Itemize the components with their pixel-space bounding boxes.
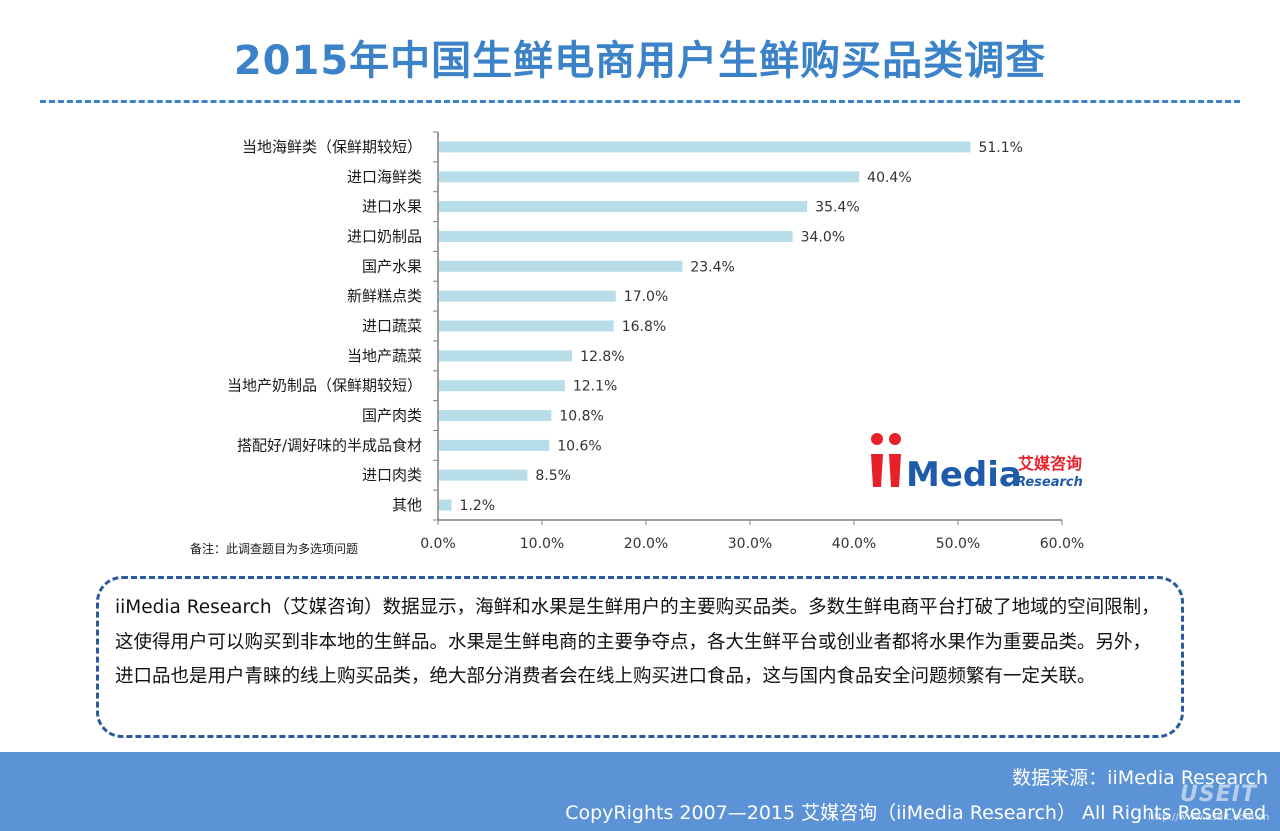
- bar: [439, 499, 452, 511]
- category-label: 当地海鲜类（保鲜期较短）: [242, 138, 422, 156]
- bar: [439, 469, 528, 481]
- x-tick-label: 30.0%: [728, 536, 772, 552]
- value-label: 35.4%: [815, 200, 859, 216]
- logo-dot: [871, 433, 883, 445]
- bar-chart: 0.0% 10.0% 20.0% 30.0% 40.0% 50.0% 60.0% 当地海鲜类（…: [227, 131, 1084, 552]
- bar: [439, 260, 683, 272]
- logo-brand-text: Media: [906, 455, 1022, 492]
- category-label: 其他: [392, 496, 422, 514]
- value-label: 17.0%: [624, 289, 668, 305]
- copyright: CopyRights 2007—2015 艾媒咨询（iiMedia Resear…: [565, 802, 1266, 824]
- category-label: 进口肉类: [362, 466, 422, 484]
- x-tick-label: 10.0%: [520, 536, 564, 552]
- watermark: USEIT: [1180, 782, 1257, 807]
- x-tick-label: 50.0%: [936, 536, 980, 552]
- bar: [439, 380, 565, 392]
- value-label: 10.8%: [559, 409, 603, 425]
- category-label: 进口海鲜类: [347, 168, 422, 186]
- x-tick-label: 0.0%: [420, 536, 456, 552]
- title-divider: [40, 100, 1240, 103]
- watermark-url: http://www.useit.com.cn: [1148, 812, 1270, 823]
- value-label: 1.2%: [459, 498, 495, 514]
- logo-cn-text: 艾媒咨询: [1018, 454, 1082, 473]
- bar: [439, 320, 614, 332]
- value-label: 8.5%: [535, 468, 571, 484]
- category-label: 当地产奶制品（保鲜期较短）: [227, 377, 422, 395]
- category-label: 国产肉类: [362, 407, 422, 425]
- category-label: 搭配好/调好味的半成品食材: [237, 436, 422, 454]
- bar: [439, 410, 552, 422]
- value-label: 34.0%: [801, 229, 845, 245]
- logo-stroke: [871, 454, 883, 487]
- value-label: 10.6%: [557, 438, 601, 454]
- value-label: 51.1%: [978, 140, 1022, 156]
- logo-stroke: [889, 454, 901, 487]
- value-label: 12.1%: [573, 379, 617, 395]
- survey-note: 备注：此调查题目为多选项问题: [190, 542, 359, 556]
- bar: [439, 439, 550, 451]
- value-label: 12.8%: [580, 349, 624, 365]
- value-label: 23.4%: [690, 259, 734, 275]
- category-label: 进口水果: [362, 198, 422, 216]
- chart-title: 2015年中国生鲜电商用户生鲜购买品类调查: [233, 38, 1047, 84]
- value-label: 40.4%: [867, 170, 911, 186]
- summary-text: iiMedia Research（艾媒咨询）数据显示，海鲜和水果是生鲜用户的主要…: [115, 597, 1160, 687]
- x-tick-label: 60.0%: [1040, 536, 1084, 552]
- bar: [439, 350, 573, 362]
- category-label: 国产水果: [362, 257, 422, 275]
- data-source: 数据来源：iiMedia Research: [1012, 767, 1268, 789]
- value-label: 16.8%: [622, 319, 666, 335]
- bar: [439, 290, 616, 302]
- bar: [439, 171, 860, 183]
- x-tick-label: 20.0%: [624, 536, 668, 552]
- bar: [439, 201, 808, 213]
- footer-band: [0, 752, 1280, 831]
- logo-dot: [889, 433, 901, 445]
- logo-en-text: Research: [1016, 475, 1083, 490]
- category-label: 进口奶制品: [347, 227, 422, 245]
- category-label: 当地产蔬菜: [347, 347, 422, 365]
- x-tick-label: 40.0%: [832, 536, 876, 552]
- bar: [439, 141, 971, 153]
- summary-box: iiMedia Research（艾媒咨询）数据显示，海鲜和水果是生鲜用户的主要…: [96, 576, 1184, 738]
- imedia-logo: Media 艾媒咨询 Research: [868, 432, 1083, 495]
- bar: [439, 230, 793, 242]
- category-label: 进口蔬菜: [362, 317, 422, 335]
- category-label: 新鲜糕点类: [347, 287, 422, 305]
